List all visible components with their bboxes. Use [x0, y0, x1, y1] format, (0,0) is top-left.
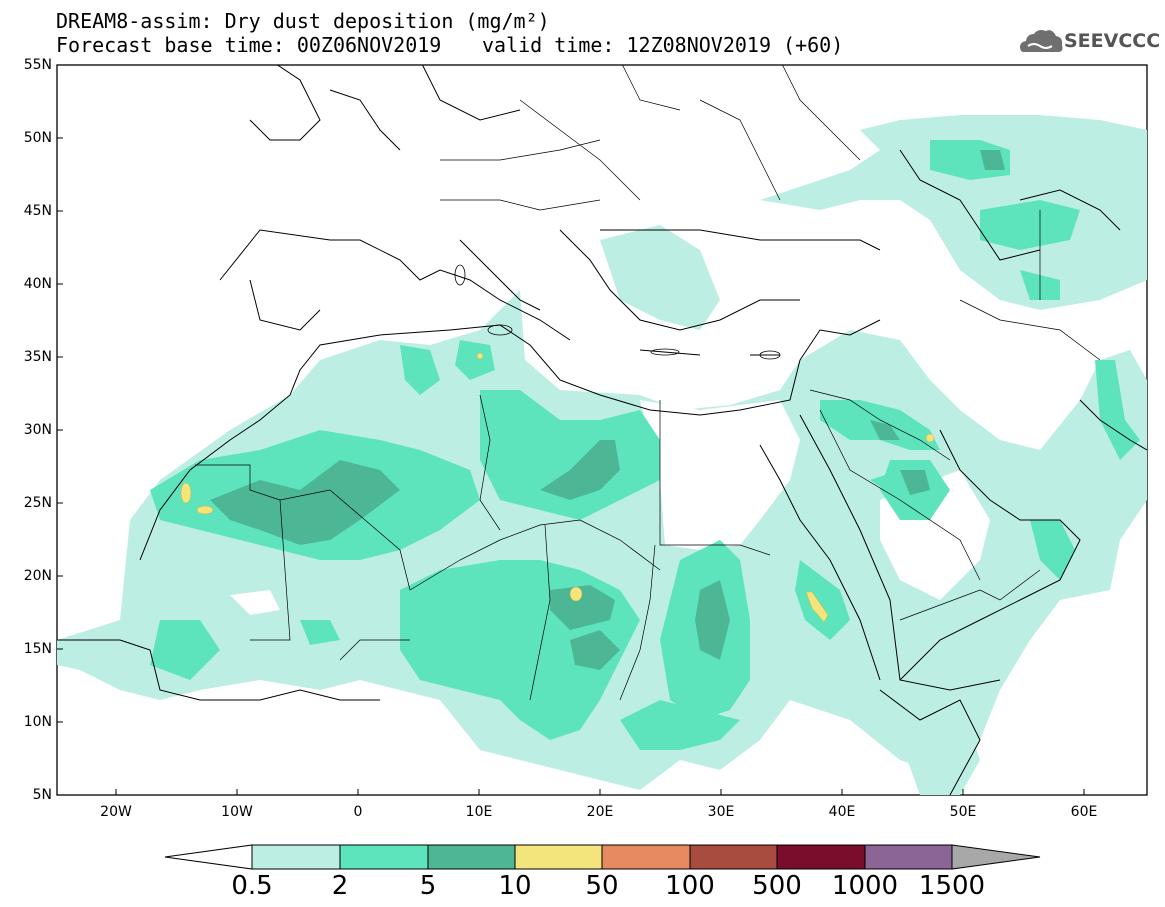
colorbar-bin-2	[339, 844, 429, 870]
colorbar	[164, 844, 1041, 870]
deposition-layer-5	[210, 150, 1005, 670]
lat-label: 15N	[23, 641, 52, 657]
colorbar-bin-5	[427, 844, 516, 870]
colorbar-label: 50	[585, 871, 619, 901]
colorbar-label: 5	[419, 871, 437, 901]
colorbar-overflow	[951, 844, 1041, 870]
lat-label: 35N	[23, 349, 52, 365]
lon-label: 10E	[465, 804, 493, 820]
map-title: DREAM8-assim: Dry dust deposition (mg/m²…	[56, 9, 550, 33]
colorbar-label: 0.5	[231, 871, 273, 901]
lon-label: 30E	[707, 804, 735, 820]
lon-label: 20W	[100, 804, 132, 820]
lat-label: 5N	[32, 787, 52, 803]
colorbar-label: 1000	[831, 871, 899, 901]
lat-label: 20N	[23, 568, 52, 584]
colorbar-label: 500	[752, 871, 802, 901]
colorbar-bin-500	[776, 844, 866, 870]
deposition-layer-10	[180, 352, 935, 623]
colorbar-bin-0-5	[251, 844, 341, 870]
logo-text: SEEVCCC	[1064, 30, 1161, 52]
lat-label: 25N	[23, 495, 52, 511]
colorbar-label: 1500	[918, 871, 986, 901]
lon-label: 20E	[586, 804, 614, 820]
valid-time: valid time: 12Z08NOV2019 (+60)	[482, 33, 844, 57]
lat-label: 10N	[23, 714, 52, 730]
lon-label: 50E	[949, 804, 977, 820]
colorbar-bin-50	[601, 844, 691, 870]
lat-label: 40N	[23, 276, 52, 292]
colorbar-bin-10	[514, 844, 603, 870]
colorbar-label: 10	[498, 871, 532, 901]
lat-label: 45N	[23, 203, 52, 219]
lon-label: 60E	[1070, 804, 1098, 820]
colorbar-bin-1000	[864, 844, 953, 870]
colorbar-bin-100	[689, 844, 778, 870]
coastlines	[57, 65, 1147, 795]
colorbar-label: 100	[665, 871, 715, 901]
forecast-base-time: Forecast base time: 00Z06NOV2019	[56, 33, 442, 57]
colorbar-underflow	[164, 844, 253, 870]
lat-label: 50N	[23, 130, 52, 146]
lon-label: 0	[353, 804, 363, 820]
colorbar-label: 2	[331, 871, 349, 901]
cloud-icon	[1020, 30, 1063, 52]
lon-label: 40E	[828, 804, 856, 820]
lon-label: 10W	[221, 804, 253, 820]
country-borders	[195, 65, 1101, 701]
lat-label: 55N	[23, 57, 52, 73]
lat-label: 30N	[23, 422, 52, 438]
